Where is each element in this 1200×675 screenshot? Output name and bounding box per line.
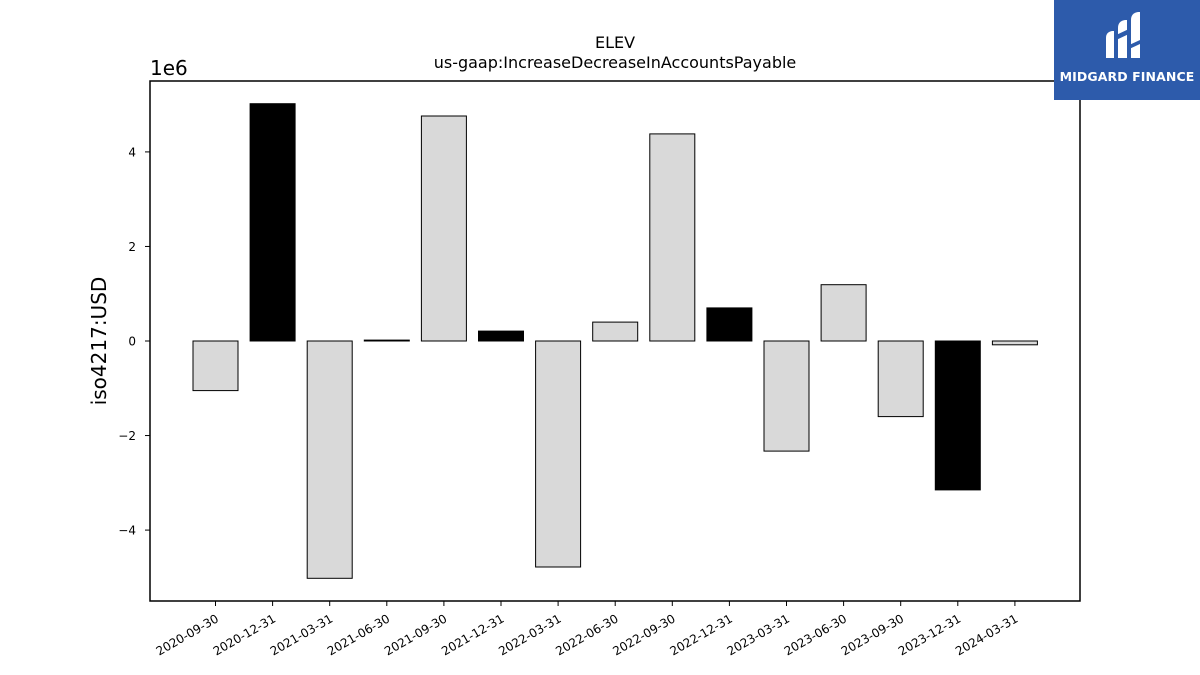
x-tick-label: 2023-03-31	[725, 611, 792, 658]
bar-2020-09-30	[192, 340, 239, 392]
x-tick-label: 2023-09-30	[839, 611, 906, 658]
x-tick-label: 2021-06-30	[325, 611, 392, 658]
x-tick-label: 2020-09-30	[154, 611, 221, 658]
bar-2021-09-30	[420, 115, 467, 342]
chart-subtitle: us-gaap:IncreaseDecreaseInAccountsPayabl…	[434, 53, 797, 72]
x-tick-label: 2022-12-31	[667, 611, 734, 658]
x-tick-label: 2023-12-31	[896, 611, 963, 658]
bar-2022-03-31	[535, 340, 582, 568]
x-tick-label: 2020-12-31	[211, 611, 278, 658]
y-scale-label: 1e6	[150, 56, 188, 80]
y-tick-label: −4	[118, 524, 136, 538]
bar-2022-09-30	[649, 133, 696, 342]
y-tick-label: 4	[128, 145, 136, 159]
bars-group	[192, 103, 1038, 579]
bar-2023-12-31	[934, 340, 981, 491]
bar-2022-06-30	[592, 321, 639, 342]
y-tick-label: 2	[128, 240, 136, 254]
logo-text: MIDGARD FINANCE	[1059, 69, 1195, 84]
x-tick-label: 2023-06-30	[782, 611, 849, 658]
bar-2023-09-30	[877, 340, 924, 418]
x-tick-label: 2022-03-31	[496, 611, 563, 658]
bar-2023-03-31	[763, 340, 810, 452]
plot-area-frame	[149, 80, 1081, 602]
bar-2022-12-31	[706, 307, 753, 342]
x-tick-label: 2024-03-31	[953, 611, 1020, 658]
midgard-finance-logo: MIDGARD FINANCE	[1054, 0, 1200, 100]
x-tick-label: 2021-12-31	[439, 611, 506, 658]
y-tick-label: −2	[118, 429, 136, 443]
y-tick-label: 0	[128, 335, 136, 349]
bar-2021-12-31	[478, 330, 524, 342]
x-tick-label: 2022-06-30	[553, 611, 620, 658]
x-tick-label: 2021-09-30	[382, 611, 449, 658]
bar-2021-03-31	[306, 340, 353, 579]
x-axis-ticks: 2020-09-302020-12-312021-03-312021-06-30…	[154, 601, 1020, 658]
bar-2020-12-31	[249, 103, 296, 342]
y-axis-label: iso4217:USD	[87, 277, 111, 406]
bar-2024-03-31	[991, 340, 1038, 346]
x-tick-label: 2021-03-31	[268, 611, 335, 658]
y-axis-ticks: −4 −2 0 2 4	[118, 145, 150, 538]
midgard-logo-icon	[1106, 12, 1140, 58]
bar-2021-06-30	[363, 339, 410, 342]
bar-2023-06-30	[820, 284, 867, 342]
chart-title: ELEV	[595, 33, 635, 52]
x-tick-label: 2022-09-30	[610, 611, 677, 658]
